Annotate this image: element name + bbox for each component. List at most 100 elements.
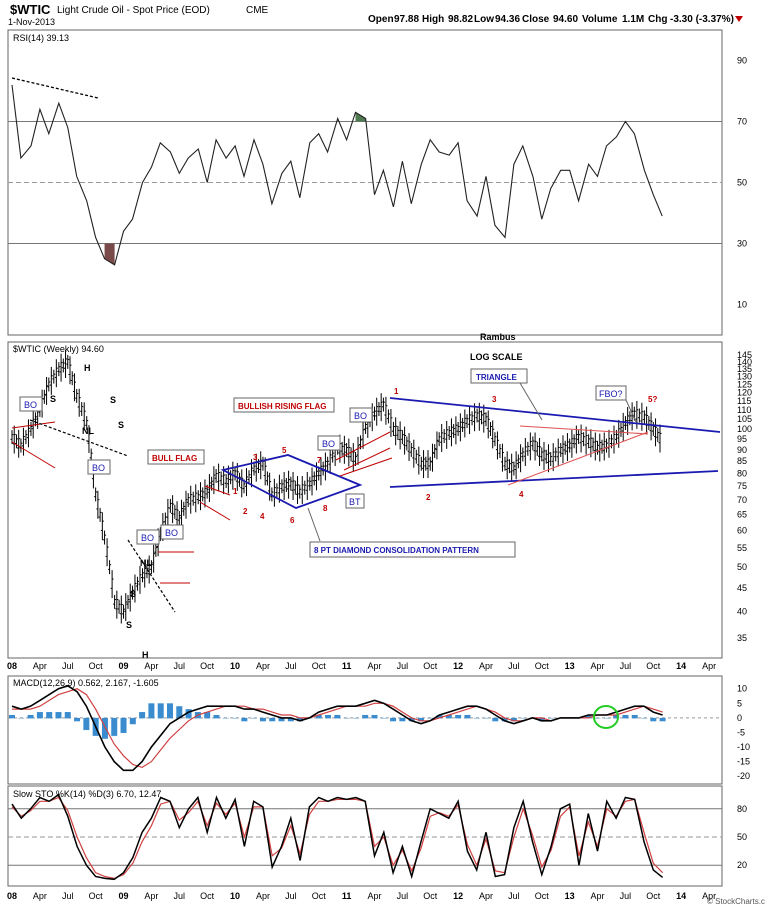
- volume-value: 1.1M: [622, 14, 644, 25]
- label-diamond-pattern: 8 PT DIAMOND CONSOLIDATION PATTERN: [309, 541, 516, 558]
- x-tick-label: 09: [119, 891, 129, 901]
- price-tick-label: 140: [737, 357, 752, 367]
- y-tick-label: -5: [737, 727, 745, 737]
- x-tick-label: 14: [676, 661, 686, 671]
- macd-histogram-bar: [83, 717, 90, 731]
- x-tick-label: Apr: [591, 891, 605, 901]
- macd-histogram-bar: [483, 717, 490, 719]
- macd-histogram-bar: [241, 717, 248, 722]
- label-nl-1: NL: [82, 426, 94, 436]
- volume-label: Volume: [582, 14, 618, 25]
- price-tick-label: 130: [737, 372, 752, 382]
- author-label: Rambus: [480, 332, 516, 342]
- macd-histogram-bar: [399, 717, 406, 722]
- macd-histogram-bar: [417, 717, 424, 722]
- price-tick-label: 105: [737, 414, 752, 424]
- macd-histogram-bar: [129, 717, 136, 725]
- price-tick-label: 95: [737, 434, 747, 444]
- macd-histogram-bar: [74, 717, 81, 722]
- triangle-pt-3: 3: [492, 395, 497, 404]
- macd-histogram-bar: [259, 717, 266, 722]
- svg-text:BT: BT: [349, 497, 361, 507]
- svg-text:BO: BO: [165, 528, 178, 538]
- svg-text:TRIANGLE: TRIANGLE: [476, 373, 518, 382]
- macd-histogram-bar: [631, 714, 638, 719]
- macd-histogram-bar: [464, 714, 471, 719]
- price-tick-label: 120: [737, 387, 752, 397]
- macd-histogram-bar: [622, 714, 629, 719]
- x-tick-label: Oct: [646, 661, 661, 671]
- macd-histogram-bar: [352, 717, 359, 719]
- macd-histogram-bar: [148, 703, 155, 719]
- macd-histogram-bar: [501, 717, 508, 722]
- x-tick-label: Jul: [508, 891, 520, 901]
- price-tick-label: 145: [737, 350, 752, 360]
- triangle-pt-1: 1: [394, 387, 399, 396]
- y-tick-label: 90: [737, 56, 747, 66]
- y-tick-label: 0: [737, 713, 742, 723]
- x-tick-label: Apr: [702, 891, 716, 901]
- x-tick-label: 12: [453, 891, 463, 901]
- y-tick-label: -15: [737, 757, 750, 767]
- symbol: $WTIC: [10, 2, 51, 17]
- x-tick-label: Oct: [423, 661, 438, 671]
- x-tick-label: Oct: [89, 661, 104, 671]
- label-bullish-rising-flag: BULLISH RISING FLAG: [233, 397, 335, 413]
- macd-histogram-bar: [455, 714, 462, 719]
- y-tick-label: 10: [737, 300, 747, 310]
- price-tick-label: 85: [737, 456, 747, 466]
- diamond-pt-3: 3: [253, 453, 258, 462]
- high-label: High: [422, 14, 444, 25]
- macd-histogram-bar: [232, 717, 239, 719]
- macd-histogram-bar: [315, 714, 322, 719]
- rsi-panel: RSI(14) 39.13 90 70 50 30 10: [7, 29, 747, 336]
- x-tick-label: Jul: [174, 891, 186, 901]
- price-tick-label: 115: [737, 396, 751, 406]
- x-tick-label: 12: [453, 661, 463, 671]
- label-bo-6: BO: [349, 407, 373, 423]
- label-fbo: FBO?: [595, 385, 627, 401]
- label-log-scale: LOG SCALE: [470, 352, 523, 362]
- label-s-4: S: [130, 589, 136, 599]
- macd-histogram-bar: [390, 717, 397, 722]
- instrument-name: Light Crude Oil - Spot Price (EOD): [57, 5, 210, 16]
- label-nl-2: NL: [140, 558, 152, 568]
- macd-histogram-bar: [325, 714, 332, 719]
- macd-histogram-bar: [473, 717, 480, 719]
- macd-histogram-bar: [36, 712, 43, 719]
- macd-histogram-bar: [287, 717, 294, 722]
- x-tick-label: Oct: [535, 891, 550, 901]
- low-label: Low: [474, 14, 494, 25]
- x-tick-label: Jul: [62, 661, 74, 671]
- x-axis-middle: 08 Apr Jul Oct 09 Apr Jul Oct 10 Apr Jul Oct 11 Apr Ju…: [7, 661, 716, 671]
- ohlc-readout: Open 97.88 High 98.82 Low 94.36 Close 94…: [368, 14, 743, 25]
- macd-histogram-bar: [297, 717, 304, 722]
- chart-date: 1-Nov-2013: [8, 17, 55, 27]
- label-s-3: S: [118, 420, 124, 430]
- x-tick-label: Jul: [620, 661, 632, 671]
- macd-histogram-bar: [510, 717, 517, 722]
- x-tick-label: Apr: [256, 661, 270, 671]
- chg-value: -3.30 (-3.37%): [670, 14, 734, 25]
- macd-histogram-bar: [362, 714, 369, 719]
- label-h-2009: H: [142, 650, 149, 660]
- diamond-pt-8: 8: [323, 504, 328, 513]
- price-title: $WTIC (Weekly) 94.60: [13, 344, 104, 354]
- price-tick-label: 80: [737, 468, 747, 478]
- macd-histogram-bar: [204, 712, 211, 719]
- macd-histogram-bar: [538, 717, 545, 722]
- rsi-line: [11, 84, 663, 266]
- macd-histogram-bar: [492, 717, 499, 722]
- sto-title: Slow STO %K(14) %D(3) 6.70, 12.47: [13, 789, 161, 799]
- price-tick-label: 135: [737, 364, 752, 374]
- macd-histogram-bar: [520, 717, 527, 719]
- label-s-5: S: [126, 620, 132, 630]
- y-tick-label: 80: [737, 804, 747, 814]
- x-tick-label: 11: [342, 891, 352, 901]
- x-tick-label: Jul: [174, 661, 186, 671]
- macd-histogram-bar: [650, 717, 657, 722]
- y-tick-label: 70: [737, 117, 747, 127]
- macd-title: MACD(12,26,9) 0.562, 2.167, -1.605: [13, 678, 159, 688]
- x-tick-label: Jul: [397, 891, 409, 901]
